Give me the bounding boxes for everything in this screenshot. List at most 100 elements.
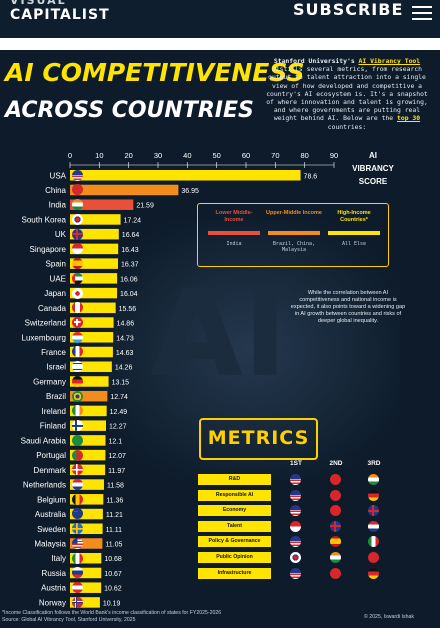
flag-ie-icon — [72, 405, 83, 417]
subscribe-button[interactable]: SUBSCRIBE — [293, 0, 404, 19]
flag-ca-icon — [72, 302, 83, 314]
flag-ae-icon — [72, 272, 83, 284]
footer-notes: *Income Classification follows the World… — [2, 610, 221, 624]
value-label-11: 14.73 — [116, 335, 134, 342]
x-axis-label-line3: SCORE — [359, 177, 388, 186]
value-label-29: 10.19 — [103, 600, 121, 607]
bar-17 — [70, 420, 106, 431]
site-header: VISUAL CAPITALIST SUBSCRIBE — [0, 0, 440, 38]
bar-19 — [70, 449, 106, 461]
value-label-17: 12.27 — [109, 424, 127, 431]
flag-au-icon — [72, 508, 83, 520]
x-tick-label-50: 50 — [212, 151, 220, 160]
value-label-1: 36.95 — [181, 188, 199, 195]
category-label-5: Singapore — [30, 245, 67, 254]
bar-6 — [70, 258, 119, 269]
flag-us-icon — [290, 505, 301, 517]
value-label-16: 12.49 — [110, 409, 128, 416]
intro-top: top 30 — [397, 114, 421, 123]
category-label-21: Netherlands — [23, 481, 66, 490]
logo-line1: VISUAL — [10, 0, 67, 7]
flag-es-icon — [72, 258, 83, 270]
value-label-6: 16.37 — [121, 262, 139, 269]
value-label-9: 15.56 — [119, 306, 137, 313]
flag-de-icon — [368, 489, 379, 501]
metric-row-label: Infrastructure — [198, 567, 271, 579]
chip-background — [100, 220, 400, 480]
flag-at-icon — [72, 582, 83, 594]
flag-cn-icon — [72, 184, 83, 196]
category-label-28: Austria — [41, 584, 66, 593]
flag-fi-icon — [72, 420, 83, 432]
flag-no-icon — [72, 596, 83, 608]
flag-be-icon — [72, 493, 83, 505]
category-label-3: South Korea — [22, 215, 67, 224]
flag-kr-icon — [72, 213, 83, 225]
x-tick-label-10: 10 — [95, 151, 103, 160]
value-label-4: 16.64 — [122, 232, 140, 239]
bar-3 — [70, 214, 121, 225]
flag-jp-icon — [72, 287, 83, 299]
bar-2 — [70, 199, 134, 210]
bar-7 — [70, 273, 118, 284]
flag-sg-icon — [72, 243, 83, 255]
flag-kr-icon — [290, 552, 301, 563]
value-label-7: 16.06 — [120, 276, 138, 283]
metric-row-label: Public Opinion — [198, 552, 271, 563]
flag-in-icon — [72, 199, 83, 211]
value-label-20: 11.97 — [108, 468, 125, 475]
category-label-1: China — [45, 186, 66, 195]
bar-10 — [70, 317, 114, 328]
metric-row-label: R&D — [198, 474, 271, 485]
metrics-header-2: 2ND — [329, 460, 343, 467]
flag-uk-icon — [72, 228, 83, 240]
legend-sub-1: Brazil, China, Malaysia — [272, 241, 316, 253]
x-tick-label-0: 0 — [68, 151, 72, 160]
flag-my-icon — [72, 537, 83, 549]
correlation-note: While the correlation between AI competi… — [290, 290, 406, 324]
value-label-22: 11.36 — [106, 497, 123, 504]
legend-label-2: High-Income Countries* — [337, 210, 371, 223]
category-label-17: Finland — [40, 422, 66, 431]
legend-swatch-0 — [208, 231, 260, 235]
metrics-header-1: 1ST — [290, 460, 302, 467]
bar-25 — [70, 538, 103, 549]
flag-br-icon — [72, 390, 83, 402]
bar-5 — [70, 243, 119, 255]
category-label-19: Portugal — [36, 451, 66, 460]
category-label-9: Canada — [38, 304, 67, 313]
bar-11 — [70, 332, 114, 343]
footer-income-note: *Income Classification follows the World… — [2, 610, 222, 616]
intro-link[interactable]: AI Vibrancy Tool — [358, 57, 421, 65]
value-label-12: 14.63 — [116, 350, 134, 357]
legend-sub-0: India — [226, 241, 242, 247]
bar-26 — [70, 552, 102, 564]
site-logo[interactable]: VISUAL CAPITALIST — [10, 0, 110, 22]
category-label-27: Russia — [42, 569, 67, 578]
metrics-title: METRICS — [199, 418, 318, 460]
flag-cn-icon — [330, 505, 341, 517]
intro-part1: Stanford University's — [273, 57, 355, 65]
metric-row-label: Policy & Governance — [198, 536, 271, 548]
legend-swatch-2 — [328, 231, 380, 235]
bar-20 — [70, 464, 106, 476]
category-label-16: Ireland — [42, 407, 66, 416]
value-label-25: 11.05 — [105, 542, 122, 549]
intro-part3: countries: — [327, 122, 367, 131]
category-label-11: Luxembourg — [22, 333, 66, 342]
legend-sub-2: All Else — [341, 241, 367, 247]
flag-nl-icon — [72, 479, 83, 491]
flag-es-icon — [330, 536, 341, 548]
x-tick-label-40: 40 — [183, 151, 191, 160]
menu-icon[interactable] — [412, 6, 432, 24]
value-label-18: 12.1 — [108, 438, 122, 445]
bar-24 — [70, 523, 103, 535]
bar-18 — [70, 435, 106, 446]
x-axis-label-line2: VIBRANCY — [352, 164, 394, 173]
flag-ru-icon — [72, 567, 83, 579]
category-label-25: Malaysia — [34, 540, 66, 549]
category-label-26: Italy — [51, 554, 66, 563]
flag-in-icon — [330, 552, 341, 563]
value-label-23: 11.21 — [106, 512, 123, 519]
flag-fr-icon — [72, 346, 83, 358]
